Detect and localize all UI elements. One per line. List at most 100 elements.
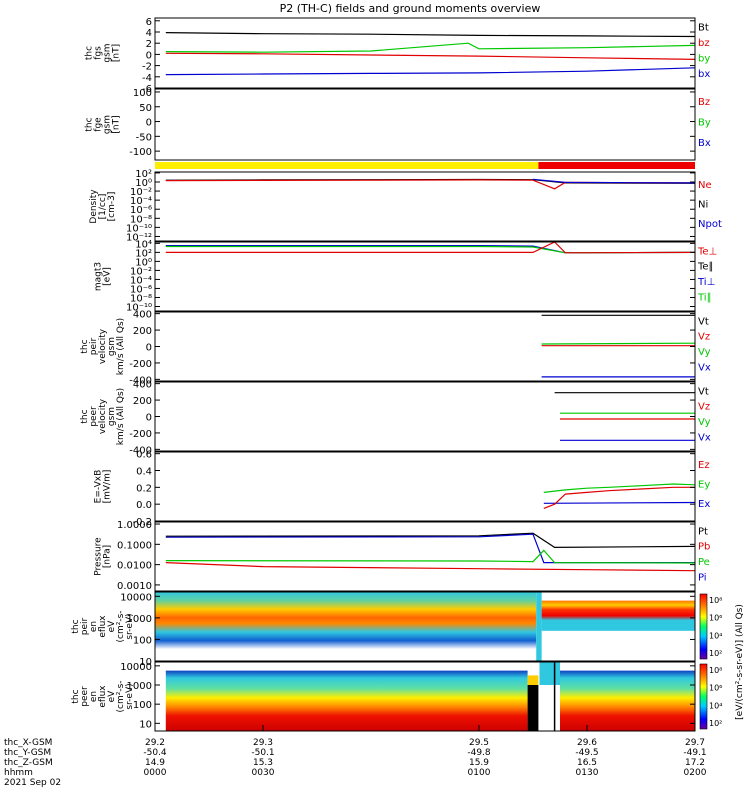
series-efield-Ex	[543, 501, 695, 504]
y-tick-label: 0.4	[136, 467, 152, 478]
panel-peer_velocity: 400 200 0 -200 -400 thc peer velocity gsm km/s (A…	[80, 380, 711, 457]
panel-peir_eflux: 10000 1000 100 10 thc peir en eflux eV (cm²-s-sr-…	[71, 591, 722, 668]
legend-Ex: Ex	[698, 499, 710, 510]
footer-value: 29.7	[685, 738, 705, 748]
legend-Ni: Ni	[698, 199, 708, 210]
footer-value: 17.2	[685, 758, 705, 768]
y-axis-label: [nPa]	[103, 545, 113, 568]
legend-bx: bx	[698, 69, 710, 80]
colorbar	[699, 593, 708, 660]
series-temperature-Te⊥	[165, 242, 695, 254]
series-fgs-by	[165, 42, 695, 53]
y-tick-label: 400	[133, 310, 152, 321]
legend-Ez: Ez	[698, 460, 710, 471]
y-tick-label: 400	[133, 380, 152, 391]
y-tick-label: 1000	[127, 681, 152, 692]
footer-row-label: thc_Z-GSM	[4, 758, 53, 768]
y-axis-label: E=-VxB	[94, 470, 104, 504]
spectrogram-block	[165, 670, 528, 731]
y-tick-label: 1000	[127, 614, 152, 625]
y-axis-label: eflux	[98, 685, 108, 708]
y-tick-label: 10	[139, 657, 152, 668]
y-axis-label: velocity	[98, 398, 108, 434]
y-tick-label: 0.0	[136, 500, 152, 511]
footer-value: 15.9	[469, 758, 489, 768]
y-tick-label: 0.0010	[117, 581, 152, 592]
footer-value: -49.5	[575, 748, 598, 758]
series-peir_velocity-Vy	[541, 342, 695, 345]
series-pressure-Pi	[165, 533, 695, 564]
footer-row-label: hhmm	[4, 768, 33, 778]
legend-Vz: Vz	[698, 332, 710, 343]
y-tick-label: 10⁰	[135, 178, 152, 189]
footer-value: 0130	[576, 768, 599, 778]
y-tick-label: 10⁻¹⁰	[126, 223, 152, 234]
series-efield-Ez	[543, 486, 695, 509]
series-density-Ne	[165, 179, 695, 190]
series-fgs-bz	[165, 52, 695, 60]
y-axis-label: en	[89, 691, 99, 702]
footer-value: 16.5	[577, 758, 597, 768]
colorbar	[699, 663, 708, 730]
legend-Te⊥: Te⊥	[697, 246, 717, 257]
y-tick-label: 10⁻⁸	[130, 293, 152, 304]
panel-frame	[154, 521, 696, 592]
y-tick-label: 0	[146, 343, 152, 354]
y-tick-label: 6	[146, 17, 152, 28]
legend-bz: bz	[698, 38, 710, 49]
colorbar-tick-label: 10⁸	[709, 596, 722, 605]
y-axis-label: km/s (All Qs)	[116, 318, 126, 375]
y-tick-label: 200	[133, 396, 152, 407]
y-axis-label: thc	[71, 619, 81, 633]
series-fgs-Bt	[165, 32, 695, 38]
y-tick-label: 10000	[120, 592, 152, 603]
footer-value: 0030	[252, 768, 275, 778]
legend-Vy: Vy	[698, 417, 711, 428]
footer-value: 29.6	[577, 738, 597, 748]
y-tick-label: 10⁻⁴	[130, 275, 152, 286]
footer-value: 0100	[468, 768, 491, 778]
y-axis-label: eflux	[98, 615, 108, 638]
legend-Vz: Vz	[698, 402, 710, 413]
y-tick-label: 10000	[120, 662, 152, 673]
y-axis-label: thc	[85, 117, 95, 131]
legend-Ti⊥: Ti⊥	[697, 277, 715, 288]
y-axis-label: thc	[80, 339, 90, 353]
panel-frame	[154, 171, 696, 242]
y-axis-label: [mV/m]	[103, 470, 113, 504]
y-axis-label: [cm-3]	[107, 192, 117, 222]
y-axis-label: peir	[89, 337, 99, 355]
panel-frame	[154, 311, 696, 382]
y-axis-label: [1/cc]	[98, 194, 108, 220]
y-axis-label: magt3	[94, 262, 104, 291]
panel-fge: 100 50 0 -50 -100 thc fge gsm [nT] Bz By Bx	[85, 88, 711, 161]
y-axis-label: peir	[80, 617, 90, 635]
y-axis-label: [nT]	[112, 44, 122, 62]
status-bar-segment-0	[155, 162, 539, 169]
series-pressure-Pb	[165, 562, 695, 572]
footer-date: 2021 Sep 02	[4, 778, 61, 788]
legend-Npot: Npot	[698, 219, 722, 230]
plot-title: P2 (TH-C) fields and ground moments over…	[280, 2, 541, 15]
colorbar-tick-label: 10²	[709, 719, 722, 728]
footer-value: -49.8	[467, 748, 491, 758]
legend-Vx: Vx	[698, 432, 711, 443]
legend-Ti∥: Ti∥	[697, 292, 712, 303]
y-tick-label: -400	[129, 445, 152, 456]
panel-frame	[154, 88, 696, 161]
y-axis-label: Pressure	[94, 537, 104, 576]
y-tick-label: 10⁻⁸	[130, 214, 152, 225]
series-density-Npot	[532, 178, 695, 184]
y-axis-label: fgs	[94, 46, 104, 60]
y-axis-label: eV	[107, 620, 117, 633]
y-tick-label: 200	[133, 326, 152, 337]
footer-value: 15.3	[253, 758, 273, 768]
legend-Pb: Pb	[698, 542, 710, 553]
series-pressure-Pe	[165, 549, 695, 564]
panel-peir_velocity: 400 200 0 -200 -400 thc peir velocity gsm km/s (A…	[80, 310, 711, 387]
y-axis-label: velocity	[98, 328, 108, 364]
y-tick-label: 100	[133, 635, 152, 646]
spectrogram-block	[155, 592, 537, 650]
y-tick-label: 10⁻⁶	[130, 284, 152, 295]
